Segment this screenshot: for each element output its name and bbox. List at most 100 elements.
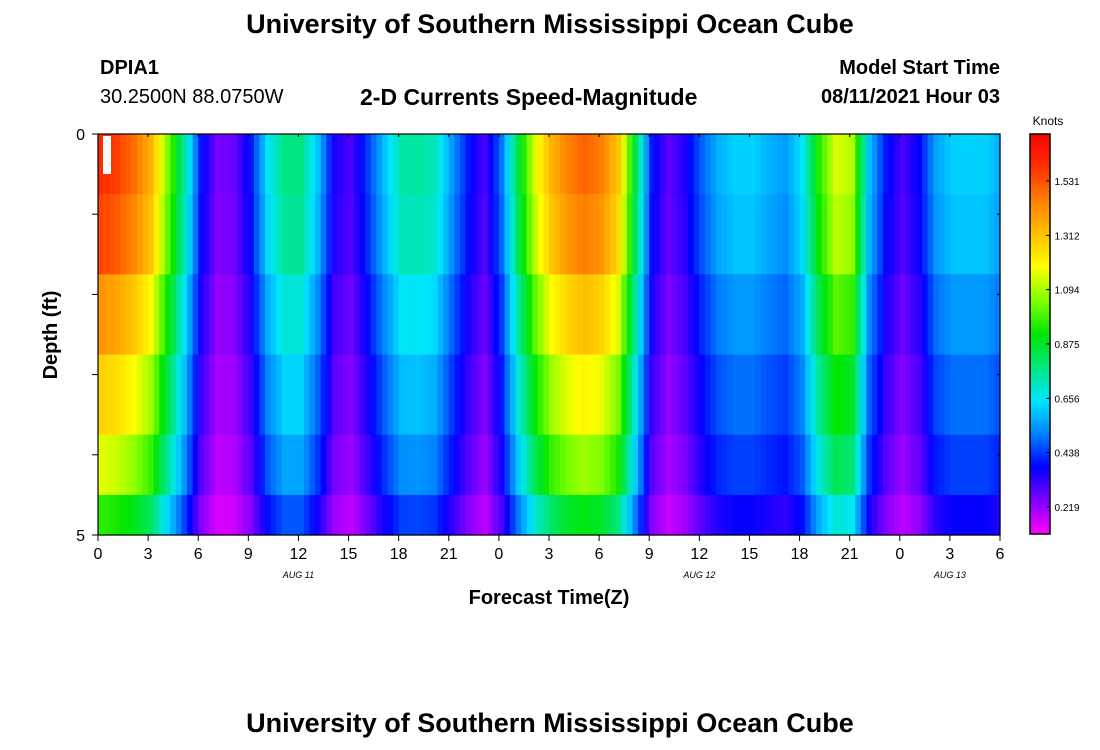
heatmap-cell (604, 434, 611, 496)
heatmap-cell (231, 494, 238, 536)
heatmap-cell (342, 274, 350, 356)
heatmap-cell (933, 134, 940, 195)
heatmap-cell (231, 134, 238, 195)
heatmap-cell (504, 434, 511, 496)
heatmap-cell (704, 194, 712, 275)
heatmap-cell (342, 134, 350, 195)
heatmap-cell (810, 354, 817, 436)
heatmap-cell (593, 194, 600, 275)
heatmap-cell (977, 194, 984, 275)
heatmap-cell (977, 354, 984, 436)
heatmap-cell (476, 194, 483, 275)
heatmap-cell (220, 274, 227, 356)
heatmap-cell (565, 354, 572, 436)
heatmap-cell (142, 274, 149, 356)
model-start-label: Model Start Time (839, 57, 1000, 79)
heatmap-cell (810, 194, 817, 275)
heatmap-cell (510, 494, 517, 536)
heatmap-cell (226, 354, 233, 436)
heatmap-cell (459, 134, 467, 195)
heatmap-cell (125, 354, 133, 436)
heatmap-cell (576, 434, 584, 496)
heatmap-cell (476, 434, 483, 496)
heatmap-cell (337, 194, 344, 275)
heatmap-cell (381, 134, 389, 195)
heatmap-cell (883, 194, 890, 275)
heatmap-cell (443, 134, 450, 195)
heatmap-cell (844, 194, 851, 275)
heatmap-cell (766, 494, 773, 536)
heatmap-cell (933, 494, 940, 536)
heatmap-cell (688, 134, 695, 195)
heatmap-cell (376, 274, 383, 356)
heatmap-cell (493, 434, 500, 496)
heatmap-cell (738, 434, 745, 496)
heatmap-cell (693, 494, 700, 536)
heatmap-cell (894, 134, 901, 195)
heatmap-cell (526, 194, 533, 275)
heatmap-cell (727, 354, 734, 436)
heatmap-cell (699, 274, 706, 356)
heatmap-cell (749, 274, 756, 356)
heatmap-cell (175, 134, 183, 195)
heatmap-cell (643, 354, 650, 436)
heatmap-cell (153, 494, 160, 536)
heatmap-cell (855, 354, 862, 436)
heatmap-cell (983, 194, 990, 275)
heatmap-cell (782, 274, 790, 356)
heatmap-cell (181, 494, 188, 536)
heatmap-cell (677, 434, 684, 496)
x-tick-label: 0 (494, 546, 503, 563)
heatmap-cell (376, 134, 383, 195)
heatmap-cell (203, 434, 210, 496)
heatmap-cell (331, 274, 339, 356)
heatmap-cell (476, 494, 483, 536)
heatmap-cell (593, 134, 600, 195)
heatmap-cell (782, 494, 790, 536)
heatmap-cell (192, 354, 199, 436)
heatmap-cell (771, 134, 778, 195)
heatmap-cell (721, 354, 728, 436)
heatmap-cell (766, 274, 773, 356)
heatmap-cell (537, 354, 545, 436)
heatmap-cell (198, 434, 205, 496)
heatmap-cell (359, 494, 366, 536)
heatmap-cell (593, 354, 600, 436)
heatmap-cell (298, 354, 305, 436)
heatmap-cell (120, 134, 127, 195)
heatmap-cell (888, 494, 895, 536)
heatmap-cell (816, 274, 823, 356)
heatmap-cell (560, 354, 567, 436)
heatmap-cell (766, 434, 773, 496)
heatmap-cell (365, 274, 372, 356)
heatmap-cell (131, 274, 138, 356)
heatmap-cell (988, 194, 996, 275)
heatmap-cell (905, 274, 912, 356)
heatmap-cell (582, 274, 589, 356)
heatmap-cell (448, 434, 455, 496)
heatmap-cell (381, 434, 389, 496)
heatmap-cell (510, 134, 517, 195)
heatmap-cell (838, 194, 845, 275)
heatmap-cell (131, 494, 138, 536)
heatmap-cell (504, 194, 511, 275)
heatmap-cell (170, 434, 177, 496)
heatmap-cell (526, 274, 533, 356)
heatmap-cell (326, 274, 333, 356)
heatmap-cell (983, 274, 990, 356)
heatmap-cell (988, 494, 996, 536)
heatmap-cell (916, 434, 923, 496)
heatmap-cell (214, 434, 222, 496)
heatmap-cell (265, 194, 272, 275)
heatmap-cell (682, 434, 689, 496)
heatmap-cell (476, 274, 483, 356)
heatmap-cell (827, 354, 834, 436)
heatmap-cell (437, 194, 444, 275)
heatmap-cell (677, 354, 684, 436)
model-start-marker (103, 136, 111, 174)
heatmap-cell (198, 494, 205, 536)
heatmap-cell (582, 134, 589, 195)
heatmap-cell (755, 434, 762, 496)
heatmap-cell (398, 274, 405, 356)
heatmap-cell (398, 494, 405, 536)
